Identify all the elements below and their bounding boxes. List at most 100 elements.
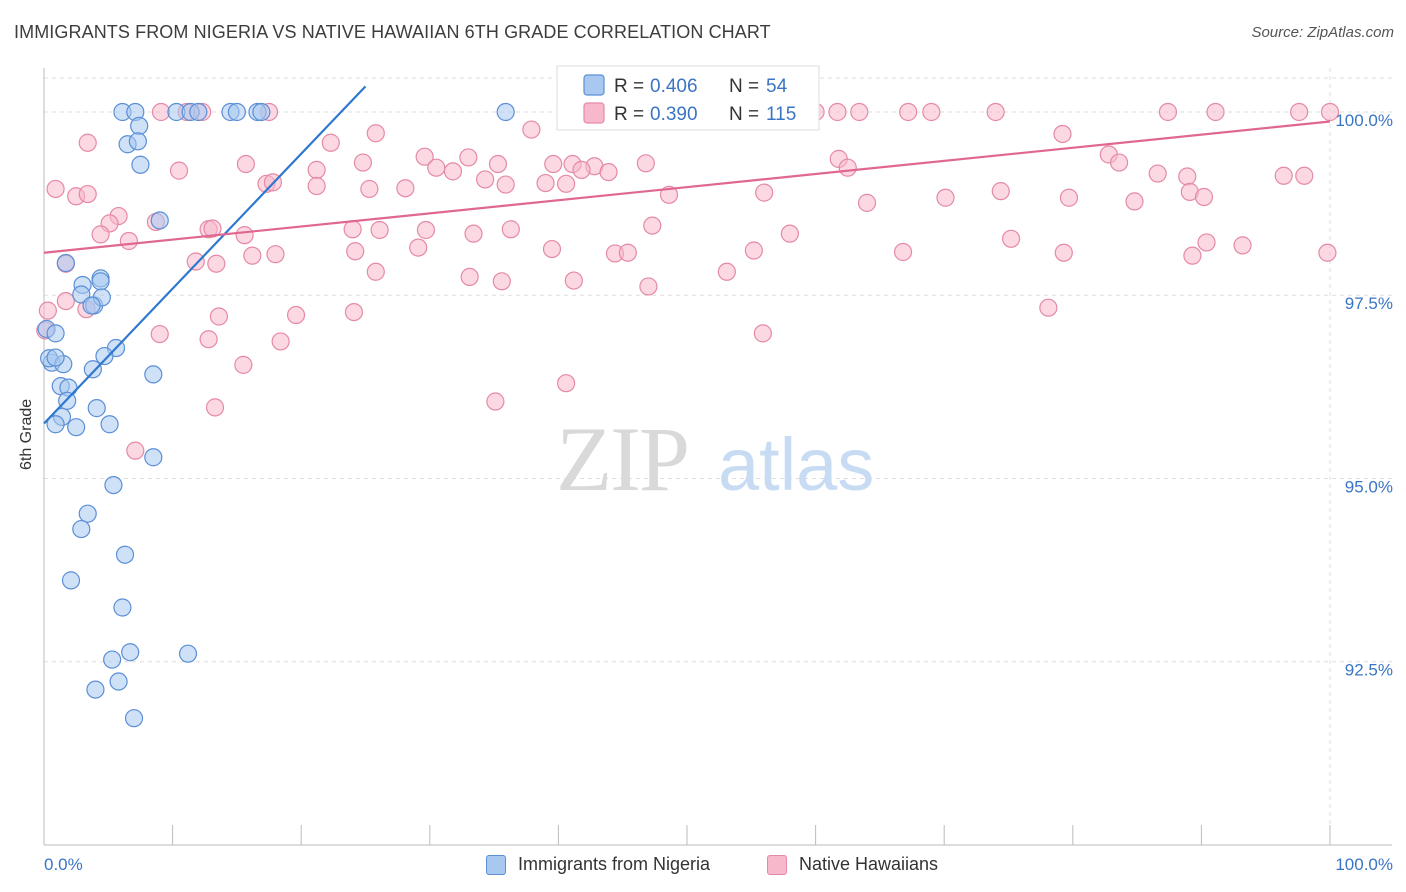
data-point[interactable] <box>209 307 228 326</box>
data-point[interactable] <box>124 709 144 728</box>
data-point[interactable] <box>67 418 86 437</box>
data-point[interactable] <box>986 102 1005 122</box>
data-point[interactable] <box>119 231 138 251</box>
data-point[interactable] <box>496 102 515 122</box>
data-point[interactable] <box>850 102 869 122</box>
data-point[interactable] <box>78 504 97 523</box>
data-point[interactable] <box>286 305 306 325</box>
data-point[interactable] <box>636 154 655 173</box>
data-point[interactable] <box>360 179 379 199</box>
data-point[interactable] <box>1194 187 1214 207</box>
data-point[interactable] <box>1295 166 1314 185</box>
data-point[interactable] <box>343 220 362 239</box>
data-point[interactable] <box>178 644 198 663</box>
data-point[interactable] <box>72 519 91 539</box>
data-point[interactable] <box>186 252 205 271</box>
data-point[interactable] <box>227 102 246 122</box>
data-point[interactable] <box>46 415 65 434</box>
data-point[interactable] <box>91 272 110 291</box>
data-point[interactable] <box>1039 298 1058 317</box>
data-point[interactable] <box>496 175 515 194</box>
data-point[interactable] <box>1320 102 1340 122</box>
data-point[interactable] <box>599 162 618 182</box>
data-point[interactable] <box>56 253 75 273</box>
data-point[interactable] <box>1125 192 1144 211</box>
data-point[interactable] <box>443 162 463 181</box>
data-point[interactable] <box>207 254 226 273</box>
data-point[interactable] <box>991 182 1010 201</box>
data-point[interactable] <box>780 224 799 243</box>
data-point[interactable] <box>344 302 364 322</box>
data-point[interactable] <box>271 332 290 351</box>
data-point[interactable] <box>91 225 110 244</box>
data-point[interactable] <box>922 102 941 122</box>
data-point[interactable] <box>205 398 225 417</box>
data-point[interactable] <box>415 147 434 166</box>
data-point[interactable] <box>130 116 149 136</box>
data-point[interactable] <box>82 296 101 315</box>
data-point[interactable] <box>1001 229 1021 248</box>
data-point[interactable] <box>536 173 555 193</box>
data-point[interactable] <box>618 243 637 262</box>
data-point[interactable] <box>366 124 385 143</box>
data-point[interactable] <box>1059 188 1079 207</box>
data-point[interactable] <box>83 360 102 379</box>
data-point[interactable] <box>717 262 736 281</box>
data-point[interactable] <box>857 193 877 212</box>
data-point[interactable] <box>103 650 122 669</box>
data-point[interactable] <box>346 242 365 261</box>
data-point[interactable] <box>150 324 169 344</box>
data-point[interactable] <box>370 220 389 240</box>
data-point[interactable] <box>95 346 114 366</box>
data-point[interactable] <box>1197 233 1216 252</box>
data-point[interactable] <box>1233 236 1252 255</box>
data-point[interactable] <box>639 277 658 296</box>
data-point[interactable] <box>1053 124 1072 144</box>
data-point[interactable] <box>427 158 446 177</box>
data-point[interactable] <box>893 242 913 262</box>
data-point[interactable] <box>522 120 541 139</box>
data-point[interactable] <box>115 545 135 564</box>
data-point[interactable] <box>87 399 106 418</box>
data-point[interactable] <box>544 154 563 174</box>
data-point[interactable] <box>464 224 483 243</box>
data-point[interactable] <box>307 160 326 179</box>
data-point[interactable] <box>266 245 285 264</box>
data-point[interactable] <box>753 324 772 343</box>
data-point[interactable] <box>572 160 591 179</box>
data-point[interactable] <box>492 272 511 291</box>
data-point[interactable] <box>38 301 57 320</box>
data-point[interactable] <box>321 133 340 152</box>
data-point[interactable] <box>234 355 253 374</box>
data-point[interactable] <box>1178 167 1197 186</box>
data-point[interactable] <box>1206 102 1225 122</box>
data-point[interactable] <box>100 415 119 434</box>
data-point[interactable] <box>121 643 140 662</box>
data-point[interactable] <box>1183 246 1202 265</box>
data-point[interactable] <box>189 102 208 122</box>
data-point[interactable] <box>564 271 583 290</box>
data-point[interactable] <box>46 179 65 199</box>
data-point[interactable] <box>542 239 562 259</box>
data-point[interactable] <box>475 170 495 189</box>
data-point[interactable] <box>150 211 169 230</box>
data-point[interactable] <box>557 174 576 193</box>
data-point[interactable] <box>838 158 857 177</box>
data-point[interactable] <box>128 132 147 151</box>
data-point[interactable] <box>396 179 415 198</box>
data-point[interactable] <box>46 348 65 367</box>
data-point[interactable] <box>235 226 254 245</box>
data-point[interactable] <box>409 238 428 257</box>
data-point[interactable] <box>86 680 105 699</box>
data-point[interactable] <box>131 155 150 174</box>
data-point[interactable] <box>56 292 75 311</box>
data-point[interactable] <box>459 148 478 167</box>
data-point[interactable] <box>899 102 918 122</box>
data-point[interactable] <box>353 153 373 172</box>
data-point[interactable] <box>113 598 132 617</box>
legend-item-hawaiians[interactable]: Native Hawaiians <box>767 854 938 875</box>
data-point[interactable] <box>169 161 189 180</box>
data-point[interactable] <box>151 102 171 122</box>
data-point[interactable] <box>1318 243 1337 262</box>
data-point[interactable] <box>61 571 81 590</box>
